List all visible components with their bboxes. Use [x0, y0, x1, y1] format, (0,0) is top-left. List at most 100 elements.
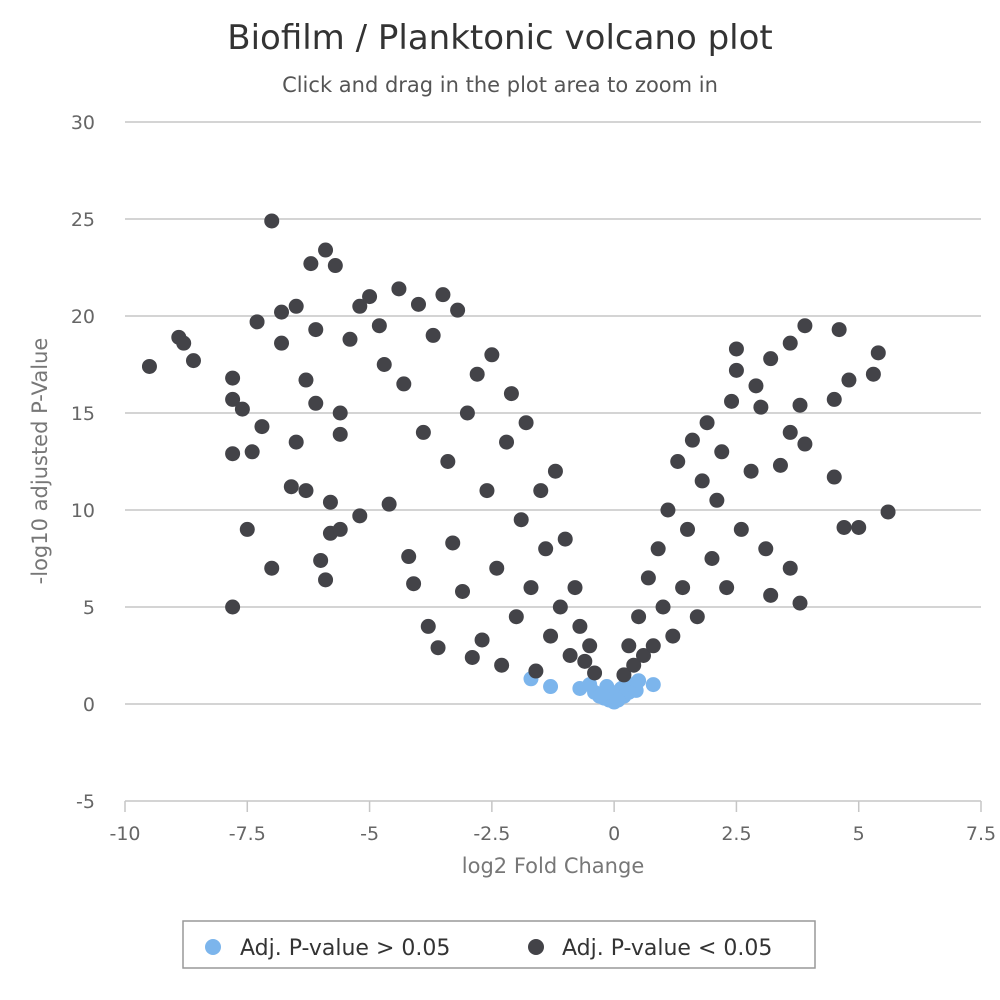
data-point[interactable]: [494, 657, 510, 673]
data-point[interactable]: [660, 502, 676, 518]
data-point[interactable]: [675, 580, 691, 596]
data-point[interactable]: [626, 657, 642, 673]
data-point[interactable]: [694, 473, 710, 489]
data-point[interactable]: [362, 289, 378, 305]
data-point[interactable]: [782, 560, 798, 576]
data-point[interactable]: [445, 535, 461, 551]
data-point[interactable]: [714, 444, 730, 460]
data-point[interactable]: [141, 358, 157, 374]
data-point[interactable]: [254, 419, 270, 435]
data-point[interactable]: [308, 322, 324, 338]
data-point[interactable]: [425, 327, 441, 343]
data-point[interactable]: [298, 483, 314, 499]
data-point[interactable]: [391, 281, 407, 297]
data-point[interactable]: [376, 357, 392, 372]
data-point[interactable]: [763, 587, 779, 603]
data-point[interactable]: [851, 519, 867, 535]
data-point[interactable]: [792, 397, 808, 413]
data-point[interactable]: [503, 386, 519, 402]
data-point[interactable]: [430, 640, 446, 656]
data-point[interactable]: [640, 570, 656, 586]
data-point[interactable]: [631, 609, 647, 625]
legend-marker-significant[interactable]: [528, 939, 544, 955]
data-point[interactable]: [381, 496, 397, 512]
data-point[interactable]: [782, 424, 798, 440]
data-point[interactable]: [342, 331, 358, 347]
data-point[interactable]: [797, 318, 813, 334]
data-point[interactable]: [440, 454, 456, 469]
data-point[interactable]: [322, 494, 338, 510]
data-point[interactable]: [699, 415, 715, 431]
data-point[interactable]: [264, 213, 280, 229]
data-point[interactable]: [176, 335, 192, 351]
data-point[interactable]: [474, 632, 490, 648]
data-point[interactable]: [753, 399, 769, 415]
data-point[interactable]: [513, 512, 529, 528]
data-point[interactable]: [303, 256, 319, 272]
data-point[interactable]: [880, 504, 896, 520]
data-point[interactable]: [719, 580, 735, 596]
data-point[interactable]: [782, 335, 798, 351]
data-point[interactable]: [826, 469, 842, 485]
data-point[interactable]: [709, 492, 725, 508]
data-point[interactable]: [616, 667, 632, 683]
data-point[interactable]: [533, 483, 549, 499]
data-point[interactable]: [552, 599, 568, 615]
data-point[interactable]: [572, 618, 588, 634]
data-point[interactable]: [371, 318, 387, 334]
data-point[interactable]: [704, 551, 720, 566]
data-point[interactable]: [680, 521, 696, 537]
data-point[interactable]: [684, 432, 700, 448]
data-point[interactable]: [797, 436, 813, 452]
data-point[interactable]: [332, 521, 348, 537]
data-point[interactable]: [562, 648, 578, 663]
data-point[interactable]: [587, 665, 603, 681]
data-point[interactable]: [410, 296, 426, 312]
plot-area[interactable]: [141, 213, 896, 710]
data-point[interactable]: [225, 446, 241, 462]
data-point[interactable]: [543, 628, 559, 644]
data-point[interactable]: [225, 370, 241, 386]
data-point[interactable]: [455, 583, 471, 599]
data-point[interactable]: [670, 454, 686, 469]
legend-label-significant[interactable]: Adj. P-value < 0.05: [562, 936, 772, 961]
data-point[interactable]: [225, 599, 241, 615]
data-point[interactable]: [308, 395, 324, 411]
data-point[interactable]: [841, 372, 857, 388]
data-point[interactable]: [479, 483, 495, 499]
data-point[interactable]: [655, 599, 671, 615]
data-point[interactable]: [728, 362, 744, 378]
data-point[interactable]: [298, 372, 314, 388]
data-point[interactable]: [420, 618, 436, 634]
data-point[interactable]: [635, 648, 651, 663]
data-point[interactable]: [283, 479, 299, 495]
data-point[interactable]: [415, 424, 431, 440]
data-point[interactable]: [763, 351, 779, 367]
data-point[interactable]: [538, 541, 554, 557]
data-point[interactable]: [499, 434, 515, 450]
data-point[interactable]: [610, 692, 626, 708]
data-point[interactable]: [645, 677, 661, 693]
data-point[interactable]: [288, 434, 304, 450]
data-point[interactable]: [594, 686, 610, 702]
data-point[interactable]: [459, 405, 475, 421]
data-point[interactable]: [547, 463, 563, 479]
data-point[interactable]: [435, 287, 451, 303]
data-point[interactable]: [836, 519, 852, 535]
data-point[interactable]: [831, 322, 847, 338]
data-point[interactable]: [274, 335, 290, 351]
data-point[interactable]: [244, 444, 260, 460]
data-point[interactable]: [748, 378, 764, 394]
data-point[interactable]: [469, 366, 485, 382]
data-point[interactable]: [865, 366, 881, 382]
data-point[interactable]: [396, 376, 412, 392]
data-point[interactable]: [318, 242, 334, 258]
data-point[interactable]: [484, 347, 500, 363]
data-point[interactable]: [523, 580, 539, 596]
data-point[interactable]: [264, 560, 280, 576]
data-point[interactable]: [288, 298, 304, 314]
data-point[interactable]: [567, 580, 583, 596]
data-point[interactable]: [274, 304, 290, 320]
data-point[interactable]: [743, 463, 759, 479]
